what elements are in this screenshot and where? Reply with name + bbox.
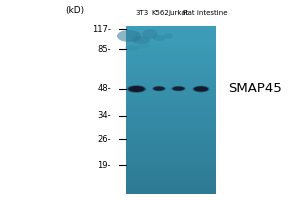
Bar — [126, 72, 216, 76]
Text: 48-: 48- — [98, 84, 111, 93]
Ellipse shape — [192, 86, 210, 92]
Bar — [126, 164, 216, 169]
Bar — [126, 55, 216, 60]
Bar — [126, 68, 216, 72]
Bar — [126, 93, 216, 97]
Bar — [126, 89, 216, 93]
Text: Rat intestine: Rat intestine — [183, 10, 228, 16]
Ellipse shape — [152, 86, 166, 91]
Bar — [126, 26, 216, 194]
Ellipse shape — [194, 86, 208, 92]
Bar — [126, 168, 216, 173]
Bar — [126, 118, 216, 123]
Ellipse shape — [132, 36, 150, 44]
Bar — [126, 42, 216, 47]
Ellipse shape — [124, 46, 140, 50]
Bar — [126, 51, 216, 55]
Bar — [126, 156, 216, 160]
Ellipse shape — [127, 85, 146, 93]
Bar — [126, 173, 216, 177]
Text: 3T3: 3T3 — [136, 10, 149, 16]
Text: Jurkat: Jurkat — [168, 10, 189, 16]
Text: 26-: 26- — [98, 134, 111, 144]
Bar — [126, 105, 216, 110]
Bar — [126, 185, 216, 190]
Ellipse shape — [164, 33, 172, 39]
Bar — [126, 26, 216, 30]
Ellipse shape — [142, 29, 158, 39]
Ellipse shape — [117, 30, 141, 42]
Text: 34-: 34- — [98, 112, 111, 120]
Bar — [126, 189, 216, 194]
Bar — [126, 30, 216, 34]
Text: 85-: 85- — [98, 45, 111, 53]
Bar — [126, 122, 216, 127]
Bar — [126, 84, 216, 89]
Text: 117-: 117- — [92, 24, 111, 33]
Bar — [126, 181, 216, 186]
Text: K562: K562 — [152, 10, 169, 16]
Text: SMAP45: SMAP45 — [228, 82, 282, 95]
Bar — [126, 126, 216, 131]
Bar — [126, 97, 216, 102]
Text: 19-: 19- — [98, 160, 111, 170]
Bar — [126, 110, 216, 114]
Bar — [126, 114, 216, 118]
Bar — [126, 63, 216, 68]
Ellipse shape — [171, 86, 186, 91]
Bar — [126, 152, 216, 156]
Bar — [126, 34, 216, 39]
Ellipse shape — [153, 35, 165, 41]
Bar — [126, 139, 216, 144]
Bar — [126, 47, 216, 51]
Bar — [126, 160, 216, 165]
Bar — [126, 147, 216, 152]
Bar — [126, 76, 216, 81]
Ellipse shape — [138, 44, 150, 48]
Bar — [126, 143, 216, 148]
Bar — [126, 101, 216, 106]
Bar — [126, 80, 216, 85]
Ellipse shape — [153, 87, 165, 91]
Bar — [126, 38, 216, 43]
Bar — [126, 131, 216, 135]
Ellipse shape — [172, 87, 184, 91]
Bar — [126, 135, 216, 139]
Text: (kD): (kD) — [65, 5, 84, 15]
Bar — [126, 177, 216, 181]
Bar — [126, 59, 216, 64]
Ellipse shape — [128, 86, 145, 92]
